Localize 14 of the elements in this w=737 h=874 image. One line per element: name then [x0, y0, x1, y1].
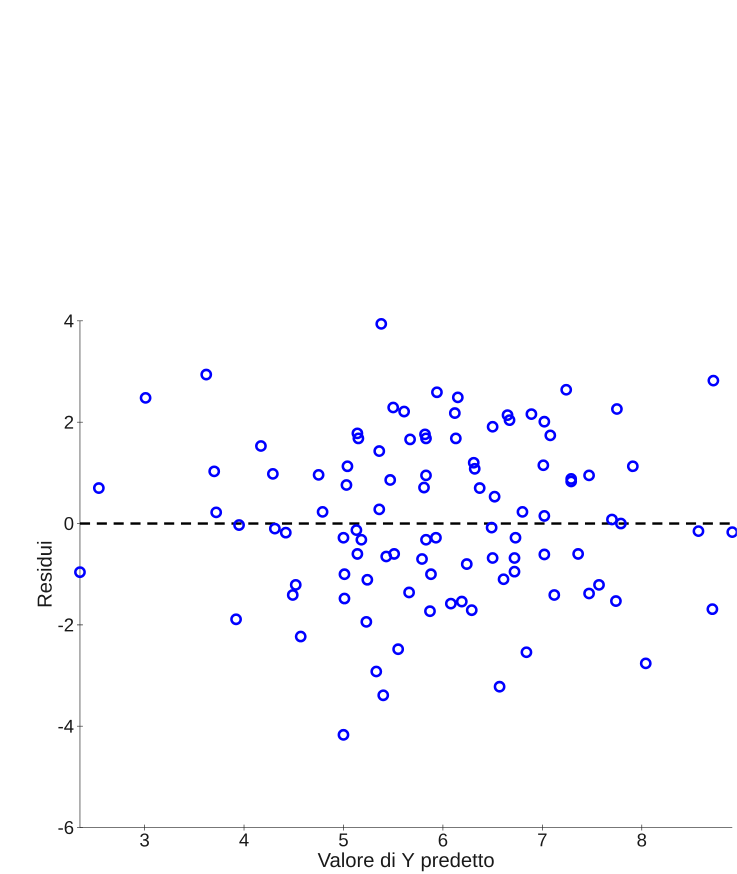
- x-tick-label: 5: [339, 833, 348, 846]
- y-tick-label: -2: [58, 618, 74, 632]
- y-tick-label: -4: [58, 720, 74, 733]
- x-tick-label: 8: [637, 833, 646, 847]
- y-tick-label: 2: [64, 416, 74, 429]
- y-tick-label: 4: [64, 314, 74, 328]
- x-tick-label: 6: [438, 833, 448, 847]
- y-axis-title: Residui: [37, 542, 52, 606]
- x-tick-label: 3: [140, 833, 149, 847]
- x-tick-label: 7: [538, 833, 547, 846]
- x-axis-title: Valore di Y predetto: [318, 852, 494, 872]
- x-tick-label: 4: [239, 833, 249, 846]
- y-tick-label: 0: [64, 516, 74, 530]
- y-tick-label: -6: [58, 820, 74, 834]
